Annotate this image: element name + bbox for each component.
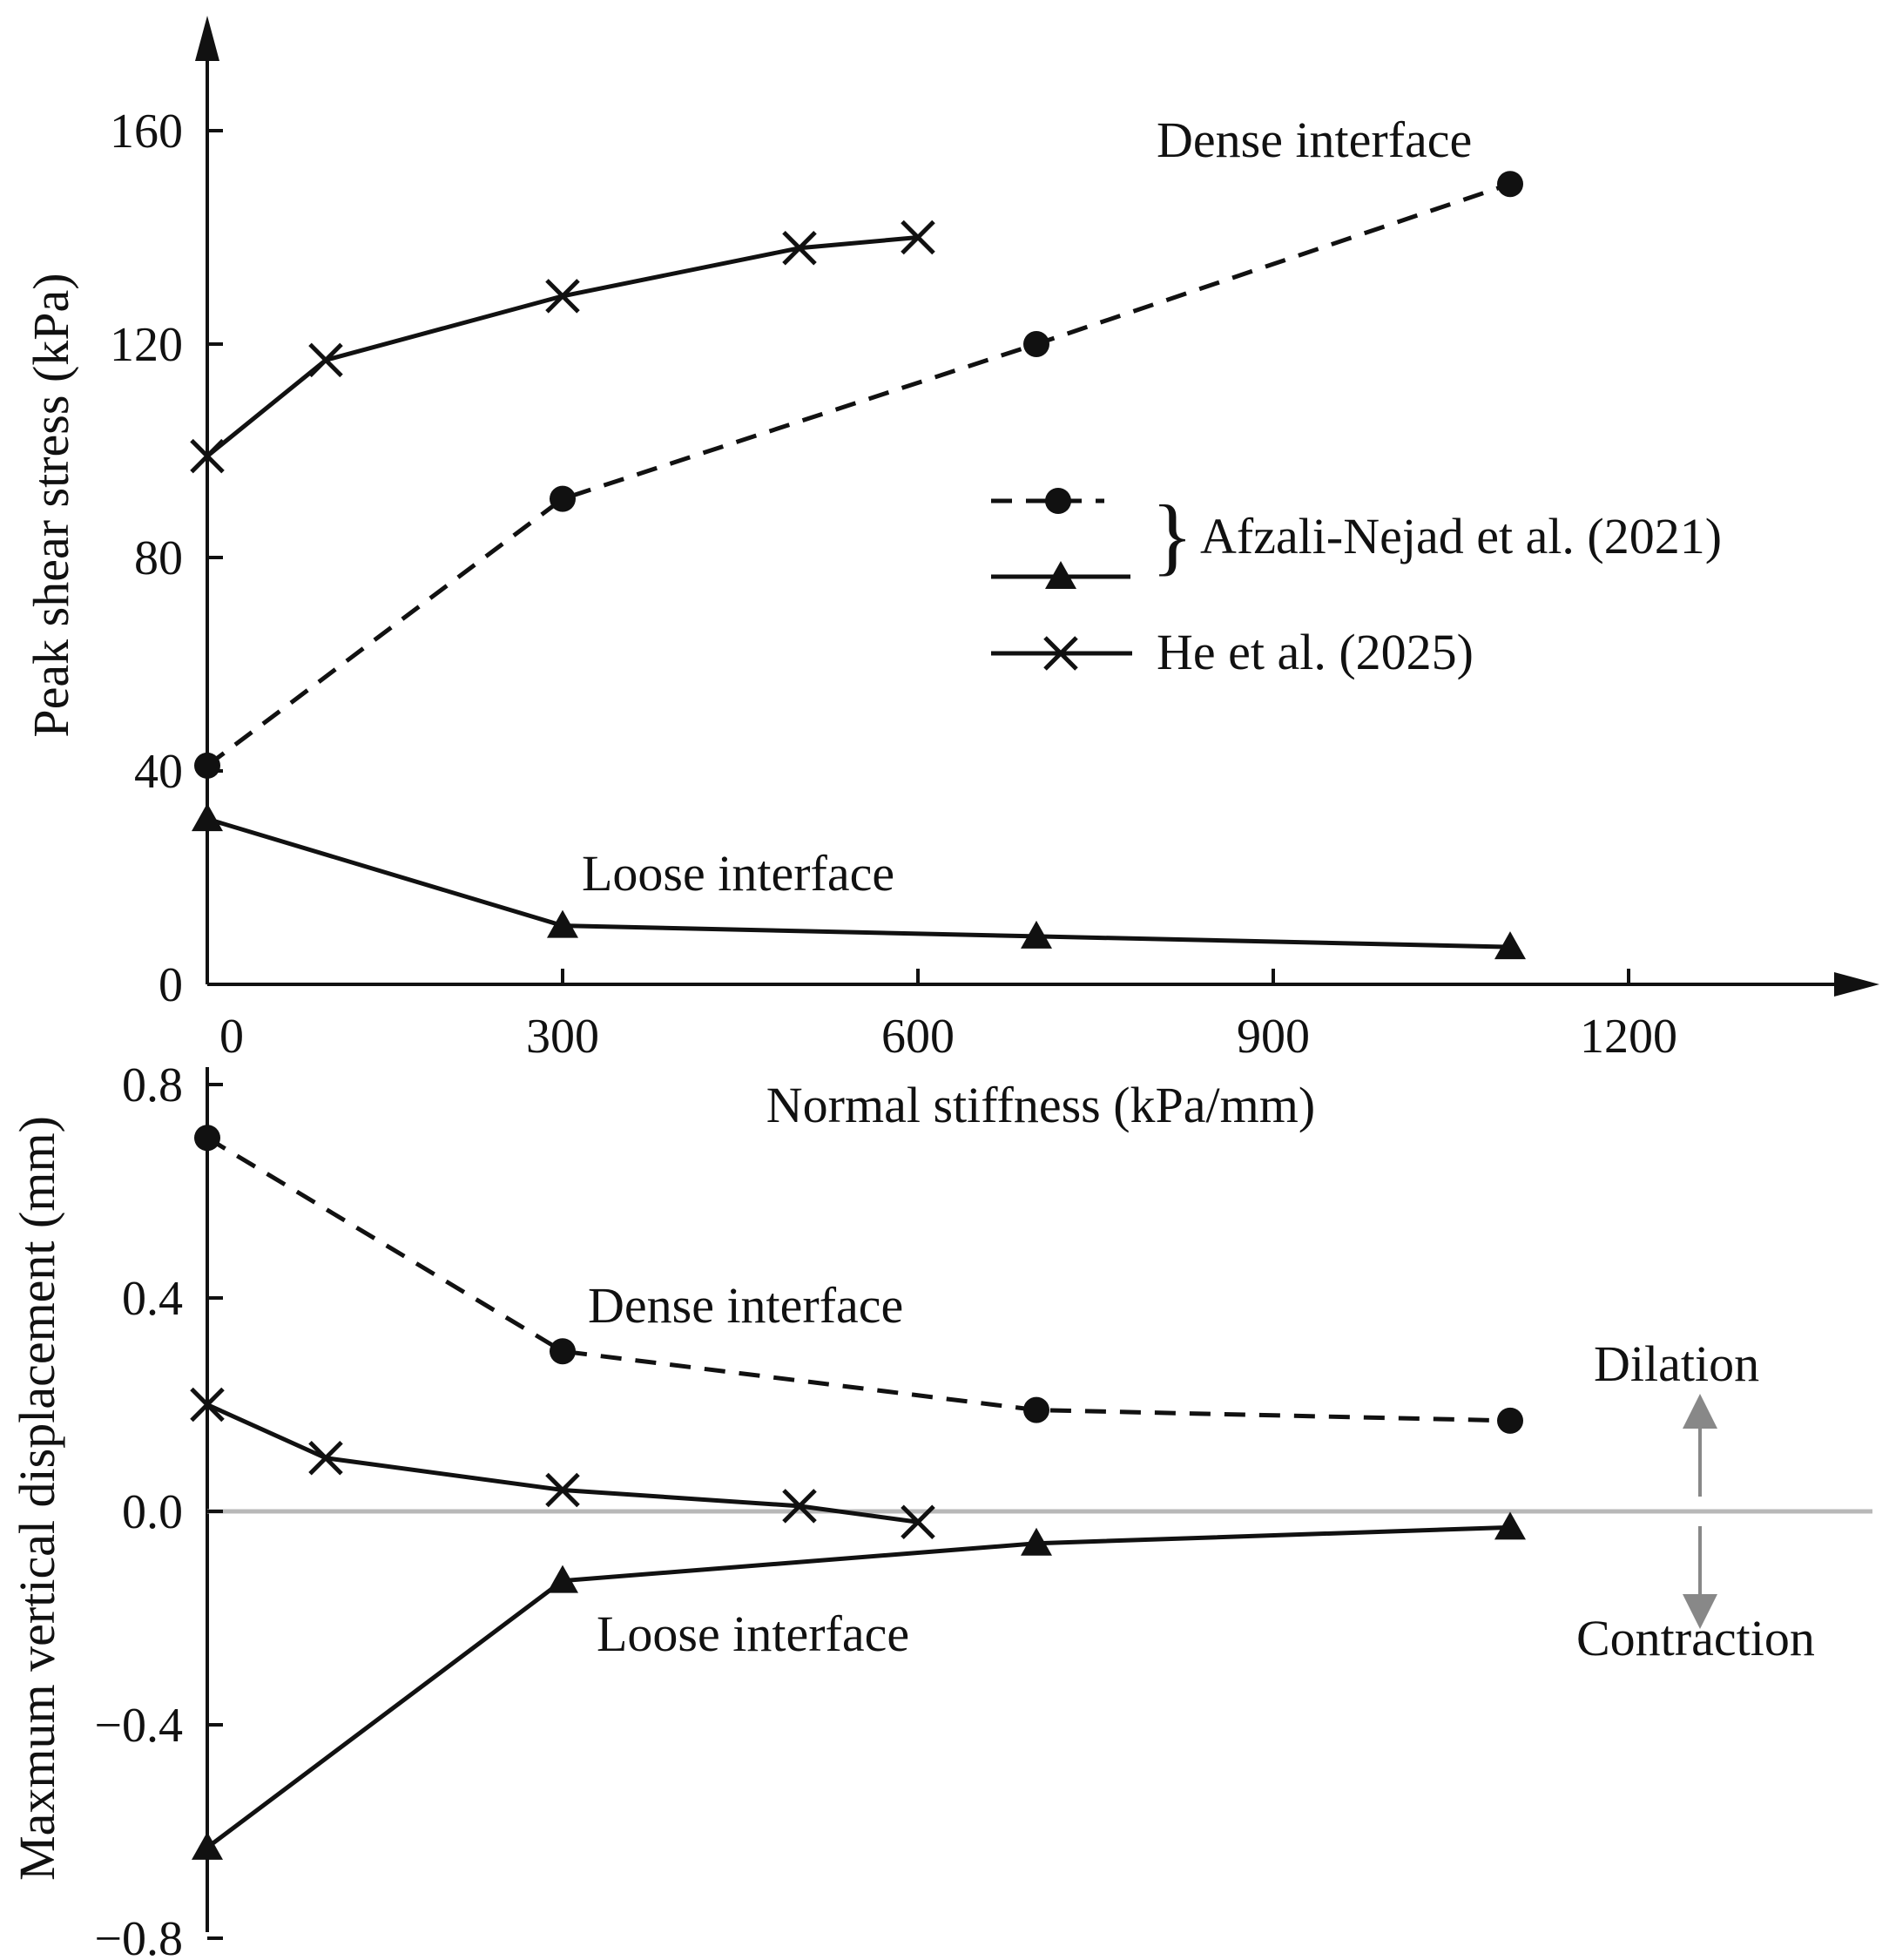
bottom-cross-series-point [545,1472,580,1508]
top-cross-series-point [308,342,343,378]
bottom-circle-series-point [1023,1396,1049,1423]
legend: } Afzali-Nejad et al. (2021) He et al. (… [991,487,1722,680]
top-triangle-series-point [547,909,578,938]
top-triangle-series-line [206,816,1511,950]
top-y-tick-label: 0 [159,958,183,1012]
x-tick-label: 900 [1237,1010,1310,1064]
top-loose-annotation: Loose interface [582,845,894,902]
top-cross-series-point [545,279,580,314]
bottom-y-tick-label: 0.8 [122,1058,183,1112]
bottom-dense-annotation: Dense interface [588,1277,903,1334]
bottom-cross-series-point [190,1387,225,1423]
bottom-triangle-series-point [1021,1527,1052,1556]
bottom-y-ticks: 0.8 0.4 0.0 −0.4 −0.8 [94,1058,223,1960]
legend-he-label: He et al. (2025) [1157,624,1474,680]
top-axes [195,16,1879,997]
legend-loose-marker [1045,561,1076,589]
top-y-tick-label: 80 [134,531,183,585]
top-circle-series-point [550,485,576,512]
x-tick-label: 300 [526,1010,599,1064]
top-y-ticks: 0 40 80 120 160 [110,105,223,1012]
top-circle-series-line [206,181,1511,767]
top-y-axis-title: Peak shear stress (kPa) [23,273,79,737]
x-tick-label: 600 [881,1010,955,1064]
bottom-circle-series-point [1497,1407,1523,1434]
legend-brace: } [1151,487,1193,584]
top-circle-series-point [1497,171,1523,198]
contraction-label: Contraction [1576,1610,1815,1666]
top-triangle-series-point [1494,931,1526,960]
bottom-triangle-series-point [547,1565,578,1593]
top-triangle-series-point [192,803,223,832]
bottom-circle-series-line [206,1136,1511,1423]
bottom-y-tick-label: 0.4 [122,1272,183,1326]
bottom-cross-series-point [782,1489,817,1524]
bottom-y-tick-label: −0.8 [94,1912,183,1960]
x-tick-label: 1200 [1580,1010,1677,1064]
top-circle-series-point [194,752,220,779]
bottom-triangle-series-point [192,1831,223,1860]
x-axis-title: Normal stiffness (kPa/mm) [766,1077,1315,1133]
dilation-label: Dilation [1594,1335,1759,1392]
top-cross-series-point [901,220,935,255]
bottom-y-tick-label: −0.4 [94,1699,183,1753]
top-panel: 0 40 80 120 160 0 300 600 900 1200 Peak shear st… [23,16,1879,1133]
bottom-cross-series-point [308,1440,343,1476]
x-tick-label: 0 [219,1010,244,1064]
bottom-y-axis-title: Maxmum vertical displacement (mm) [9,1116,65,1881]
x-axis-arrow-head [1834,972,1879,997]
top-y-tick-label: 40 [134,745,183,799]
legend-afzali-label: Afzali-Nejad et al. (2021) [1200,508,1722,564]
bottom-y-tick-label: 0.0 [122,1485,183,1539]
top-series [190,171,1526,960]
bottom-loose-annotation: Loose interface [597,1605,909,1662]
bottom-triangle-series-line [206,1524,1511,1849]
legend-he-marker [1043,636,1078,671]
x-ticks: 0 300 600 900 1200 [206,969,1677,1064]
bottom-cross-series-line [206,1402,919,1524]
top-circle-series-point [1023,331,1049,357]
bottom-cross-series-point [901,1504,935,1540]
legend-dense-marker [1045,488,1071,514]
top-cross-series-point [782,230,817,266]
bottom-circle-series-point [550,1338,576,1365]
top-dense-annotation: Dense interface [1157,112,1472,168]
bottom-triangle-series-point [1494,1511,1526,1540]
top-triangle-series-point [1021,920,1052,949]
top-y-axis-arrow-head [195,16,219,61]
top-cross-series-point [190,438,225,474]
bottom-series [190,1125,1526,1860]
top-y-tick-label: 120 [110,318,183,372]
bottom-circle-series-point [194,1125,220,1152]
bottom-panel: 0.8 0.4 0.0 −0.4 −0.8 Maxmum vertical displa… [9,1058,1872,1960]
top-y-tick-label: 160 [110,105,183,159]
